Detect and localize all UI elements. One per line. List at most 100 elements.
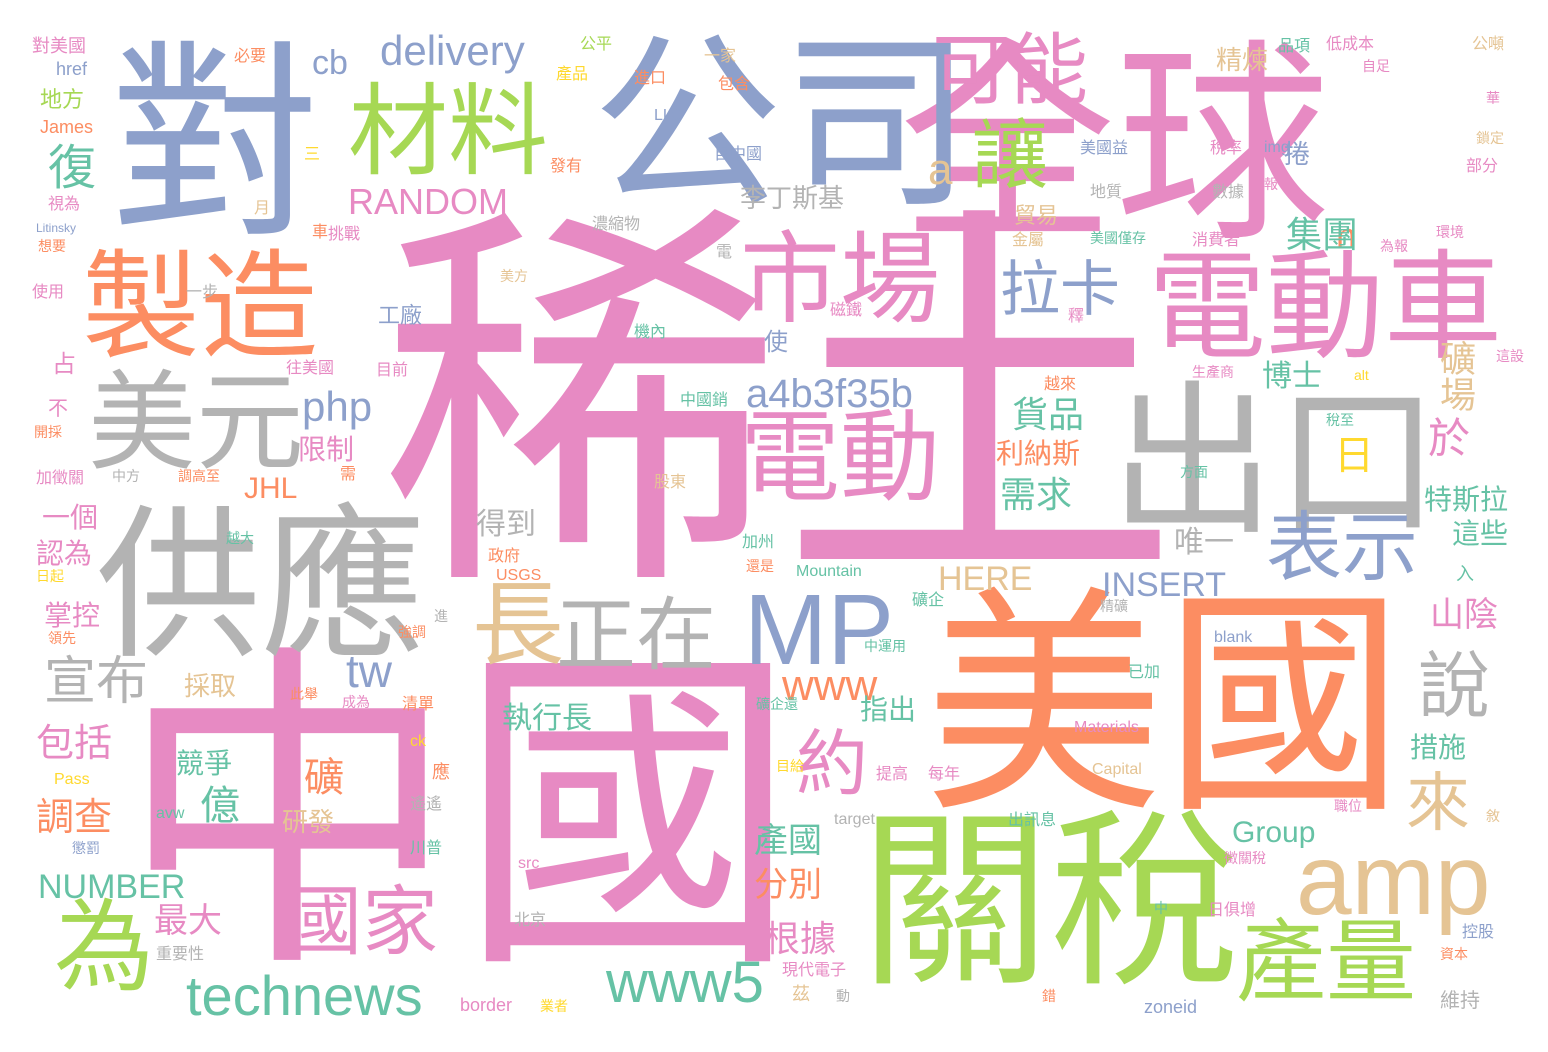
word: NUMBER — [38, 868, 186, 906]
word: 敘 — [1486, 809, 1500, 825]
word: 強調 — [398, 625, 426, 641]
word: 於 — [1428, 414, 1471, 463]
word: 越大 — [226, 531, 254, 547]
word: 措施 — [1410, 731, 1467, 764]
word: 長 — [472, 572, 565, 679]
word: 自足 — [1362, 59, 1390, 75]
word: 低成本 — [1326, 34, 1375, 53]
word: 材料 — [348, 73, 548, 190]
word: Mountain — [796, 563, 862, 580]
word: 品項 — [1278, 36, 1311, 55]
word: 工廠 — [378, 304, 423, 329]
word: James — [40, 117, 94, 137]
word: 維持 — [1440, 988, 1480, 1012]
word: 精礦 — [1100, 599, 1128, 615]
word: Group — [1232, 816, 1316, 849]
word: 限制 — [298, 433, 355, 466]
word: 還是 — [746, 559, 774, 575]
word: ck — [410, 733, 426, 750]
word: JHL — [244, 472, 298, 505]
word: 電 — [716, 242, 733, 261]
word: 使 — [764, 328, 788, 356]
word: 成為 — [342, 695, 370, 711]
word: 對美國 — [32, 36, 86, 57]
word: 這些 — [1452, 517, 1509, 550]
word: a4b3f35b — [746, 372, 913, 416]
word: 礦企 — [912, 590, 945, 609]
word: 讓 — [972, 111, 1048, 200]
word: USGS — [496, 567, 542, 584]
word: 研發 — [282, 808, 335, 838]
word: 已加 — [1128, 662, 1161, 681]
word: www5 — [606, 950, 764, 1015]
word: img — [1264, 139, 1290, 156]
word: 車 — [312, 222, 329, 241]
word: 礦 — [304, 755, 344, 801]
word: 集團 — [1286, 215, 1359, 256]
word: 可能 — [932, 26, 1089, 116]
word: 美方 — [500, 269, 528, 285]
word: 報 — [1264, 177, 1278, 193]
word: a — [928, 145, 953, 194]
word: 特斯拉 — [1424, 483, 1509, 516]
word: 生產商 — [1192, 365, 1234, 381]
word: 三 — [304, 144, 321, 163]
word: 日俱增 — [1208, 900, 1257, 919]
word: 製造 — [82, 238, 319, 376]
word: 部分 — [1466, 156, 1499, 175]
word: 消費者 — [1192, 230, 1241, 249]
word: border — [460, 995, 513, 1015]
word: 調查 — [36, 795, 113, 839]
word: 國家 — [286, 877, 438, 966]
word: 動 — [836, 989, 850, 1005]
word: 中國 — [118, 618, 798, 1014]
word: 稀土 — [380, 175, 1180, 640]
word: 需求 — [1000, 475, 1073, 516]
word: 進口 — [634, 68, 667, 87]
word: 自中國 — [714, 144, 763, 163]
word: 方面 — [1180, 465, 1208, 481]
word: avw — [156, 805, 185, 822]
word: 電動 — [740, 399, 940, 516]
word: 中國銷 — [680, 390, 729, 409]
word: 中 — [1154, 901, 1168, 917]
word: src — [518, 855, 540, 872]
word: 不 — [48, 396, 68, 420]
word: alt — [1354, 367, 1369, 383]
word: LLC — [654, 107, 684, 124]
word: 分別 — [754, 865, 822, 905]
word: 領先 — [48, 631, 76, 647]
word: 必要 — [234, 46, 267, 65]
word: 包括 — [36, 721, 113, 765]
word: 採取 — [184, 672, 237, 702]
word: 提高 — [876, 764, 909, 783]
word: 市場 — [740, 221, 940, 338]
word: 中運用 — [864, 639, 906, 655]
word: 發有 — [550, 156, 583, 175]
word: 稅至 — [1326, 413, 1354, 429]
word: 中方 — [112, 469, 140, 485]
word: 來 — [1406, 767, 1470, 841]
word: 對 — [110, 22, 321, 267]
word: 美元 — [88, 361, 305, 486]
word: 供應 — [96, 490, 426, 682]
word: HERE — [938, 560, 1033, 598]
word: blank — [1214, 629, 1253, 646]
word: 最大 — [154, 901, 222, 941]
word: 日 — [1334, 433, 1374, 479]
word: 茲 — [792, 984, 810, 1005]
word: 復 — [48, 140, 97, 196]
word: 一個 — [42, 501, 99, 534]
word: 開採 — [34, 425, 62, 441]
word: Litinsky — [36, 221, 77, 235]
word: 宣布 — [44, 652, 149, 712]
word: 山陰 — [1430, 595, 1498, 635]
word: 地方 — [40, 88, 85, 113]
word: tw — [346, 645, 392, 697]
word: amp — [1296, 824, 1491, 936]
word: 產品 — [556, 64, 589, 83]
word: 需 — [340, 464, 357, 483]
word: 公平 — [580, 34, 613, 53]
word: 占 — [52, 350, 76, 378]
word: 為報 — [1380, 239, 1408, 255]
